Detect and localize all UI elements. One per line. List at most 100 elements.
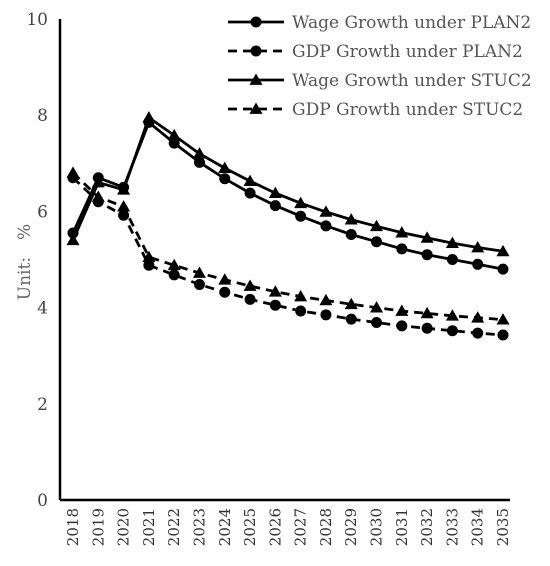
data-point-triangle [167,128,181,141]
x-tick-label: 2034 [469,508,487,546]
data-point-triangle [192,147,206,159]
series-2 [67,172,509,341]
data-point-circle [472,327,484,339]
data-point-triangle [445,236,459,249]
data-point-circle [143,259,155,271]
data-point-circle [396,243,408,255]
data-point-triangle [249,102,263,114]
x-axis-ticks: 2018 2019 2020 2021 2022 2023 2024 2025 2026 2027… [64,508,512,546]
x-tick-label: 2031 [393,508,411,546]
data-point-triangle [420,306,434,319]
data-point-triangle [344,213,358,225]
x-tick-label: 2023 [190,508,208,546]
data-point-triangle [167,258,181,271]
data-point-circle [446,254,458,265]
data-point-circle [396,320,408,332]
y-tick-label: 8 [37,106,48,126]
data-point-triangle [117,200,131,212]
data-point-triangle [395,304,409,316]
data-point-triangle [117,183,131,195]
data-point-circle [219,173,231,185]
data-point-triangle [268,285,282,297]
x-tick-label: 2035 [494,508,512,546]
x-tick-label: 2030 [368,508,386,546]
data-point-circle [497,263,509,275]
data-point-circle [168,269,180,281]
data-point-circle [320,309,332,321]
y-tick-label: 2 [37,395,48,415]
data-point-circle [269,299,281,311]
series-layer [66,111,510,341]
x-tick-label: 2027 [292,508,310,546]
x-tick-label: 2026 [266,508,284,546]
legend-label: Wage Growth under PLAN2 [292,13,531,33]
series-4 [66,166,510,325]
data-point-triangle [496,313,510,325]
data-point-triangle [66,233,80,246]
legend-label: GDP Growth under PLAN2 [292,42,523,62]
data-point-circle [371,317,383,329]
data-point-triangle [66,166,80,178]
data-point-circle [269,200,281,212]
x-tick-label: 2018 [64,508,82,546]
data-point-circle [497,329,509,341]
y-axis-title: Unit: % [15,224,35,300]
data-point-triangle [218,161,232,173]
data-point-triangle [319,293,333,306]
data-point-circle [244,187,256,199]
data-point-triangle [249,73,263,85]
data-point-triangle [344,297,358,310]
data-point-circle [421,249,433,261]
x-tick-label: 2022 [165,508,183,546]
data-point-circle [472,258,484,270]
data-point-triangle [370,301,384,313]
x-tick-label: 2032 [418,508,436,546]
y-axis-ticks: 0 2 4 6 8 10 [26,10,48,511]
legend: Wage Growth under PLAN2 GDP Growth under … [228,13,532,120]
data-point-triangle [370,219,384,232]
data-point-circle [250,45,262,57]
data-point-circle [345,228,357,240]
data-point-triangle [218,273,232,285]
data-point-circle [345,313,357,325]
data-point-triangle [91,190,105,202]
series-3 [66,111,510,257]
x-tick-label: 2025 [241,508,259,546]
data-point-circle [193,279,205,291]
data-point-triangle [445,309,459,321]
data-point-triangle [243,279,257,291]
legend-item: Wage Growth under PLAN2 [228,13,531,33]
data-point-triangle [471,311,485,323]
y-tick-label: 10 [26,10,48,30]
legend-item: GDP Growth under STUC2 [228,100,523,120]
y-tick-label: 0 [37,491,48,511]
data-point-circle [421,322,433,334]
data-point-circle [219,286,231,298]
data-point-triangle [192,266,206,278]
legend-item: GDP Growth under PLAN2 [228,42,523,62]
data-point-circle [193,156,205,168]
x-tick-label: 2020 [115,508,133,546]
y-tick-label: 4 [37,299,48,319]
x-tick-label: 2019 [89,508,107,546]
legend-label: GDP Growth under STUC2 [292,100,523,120]
data-point-triangle [268,186,282,198]
data-point-triangle [142,111,156,123]
series-line [71,121,504,271]
data-point-circle [168,137,180,149]
data-point-triangle [91,176,105,188]
series-1 [67,116,509,275]
data-point-circle [371,236,383,248]
x-tick-label: 2028 [317,508,335,546]
data-point-triangle [294,290,308,302]
data-point-triangle [395,226,409,238]
legend-label: Wage Growth under STUC2 [292,71,532,91]
data-point-triangle [420,231,434,243]
data-point-circle [250,16,262,28]
legend-item: Wage Growth under STUC2 [228,71,532,91]
data-point-circle [244,293,256,305]
x-tick-label: 2021 [140,508,158,546]
data-point-triangle [496,244,510,257]
data-point-circle [295,305,307,317]
